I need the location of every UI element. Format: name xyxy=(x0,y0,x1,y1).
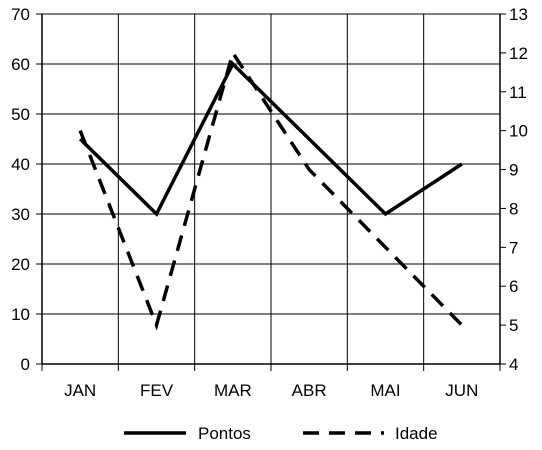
grid xyxy=(42,14,500,364)
right-tick-label: 9 xyxy=(509,161,518,180)
right-axis-ticks: 4 5 6 7 8 9 10 11 12 13 xyxy=(500,5,528,374)
right-tick-label: 7 xyxy=(509,238,518,257)
right-tick-label: 4 xyxy=(509,355,518,374)
right-tick-label: 5 xyxy=(509,316,518,335)
left-tick-label: 10 xyxy=(11,305,30,324)
x-tick-label: JUN xyxy=(445,381,478,400)
x-tick-label: ABR xyxy=(292,381,327,400)
x-axis-ticks: JAN FEV MAR ABR MAI JUN xyxy=(42,364,500,400)
left-tick-label: 50 xyxy=(11,105,30,124)
legend-label: Pontos xyxy=(198,424,251,443)
legend: Pontos Idade xyxy=(124,424,438,443)
right-tick-label: 12 xyxy=(509,44,528,63)
x-tick-label: MAI xyxy=(370,381,400,400)
right-tick-label: 10 xyxy=(509,122,528,141)
left-tick-label: 30 xyxy=(11,205,30,224)
x-tick-label: JAN xyxy=(64,381,96,400)
legend-label: Idade xyxy=(395,424,438,443)
right-tick-label: 13 xyxy=(509,5,528,24)
right-tick-label: 8 xyxy=(509,199,518,218)
left-tick-label: 70 xyxy=(11,5,30,24)
right-tick-label: 11 xyxy=(509,83,527,102)
left-tick-label: 40 xyxy=(11,155,30,174)
left-axis-ticks: 0 10 20 30 40 50 60 70 xyxy=(11,5,42,374)
x-tick-label: FEV xyxy=(140,381,174,400)
left-tick-label: 0 xyxy=(21,355,30,374)
left-tick-label: 60 xyxy=(11,55,30,74)
right-tick-label: 6 xyxy=(509,277,518,296)
left-tick-label: 20 xyxy=(11,255,30,274)
x-tick-label: MAR xyxy=(214,381,252,400)
